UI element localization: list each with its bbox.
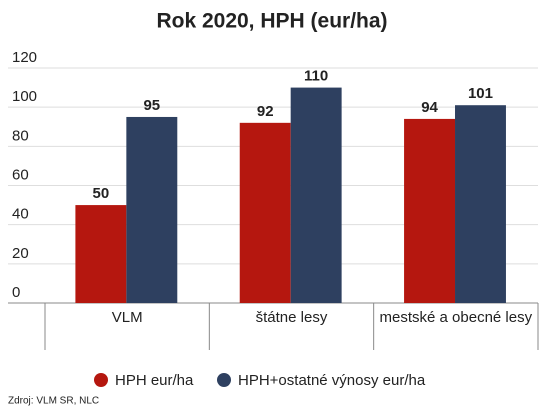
x-tick-label-box: štátne lesy xyxy=(255,309,328,326)
value-label: 92 xyxy=(257,103,274,120)
y-tick-label: 100 xyxy=(12,88,37,105)
bar xyxy=(290,87,342,303)
bar xyxy=(455,105,506,303)
legend-label: HPH eur/ha xyxy=(115,372,194,389)
bar xyxy=(404,118,456,304)
y-tick-label: 80 xyxy=(12,127,29,144)
y-tick-label: 40 xyxy=(12,206,29,223)
bar xyxy=(75,205,127,303)
y-tick-label: 0 xyxy=(12,284,20,301)
source: Zdroj: VLM SR, NLC xyxy=(8,396,99,407)
legend-marker xyxy=(217,373,231,387)
value-label: 50 xyxy=(93,185,110,202)
y-tick-label: 120 xyxy=(12,49,37,66)
value-label: 95 xyxy=(143,97,160,114)
x-tick-label: mestské a obecné lesy xyxy=(379,309,533,326)
x-tick-label-box: mestské a obecné lesy xyxy=(379,309,533,326)
legend-marker xyxy=(94,373,108,387)
legend-label: HPH+ostatné výnosy eur/ha xyxy=(238,372,426,389)
value-label: 110 xyxy=(304,68,328,85)
y-tick-label: 60 xyxy=(12,166,29,183)
bar xyxy=(239,122,291,303)
value-label: 101 xyxy=(468,85,493,102)
chart-title: Rok 2020, HPH (eur/ha) xyxy=(156,10,387,33)
x-tick-label-box: VLM xyxy=(111,309,143,326)
value-label: 94 xyxy=(421,99,438,116)
y-tick-label: 20 xyxy=(12,245,29,262)
bar xyxy=(126,116,178,303)
x-tick-label: VLM xyxy=(111,309,143,326)
x-tick-label: štátne lesy xyxy=(255,309,328,326)
